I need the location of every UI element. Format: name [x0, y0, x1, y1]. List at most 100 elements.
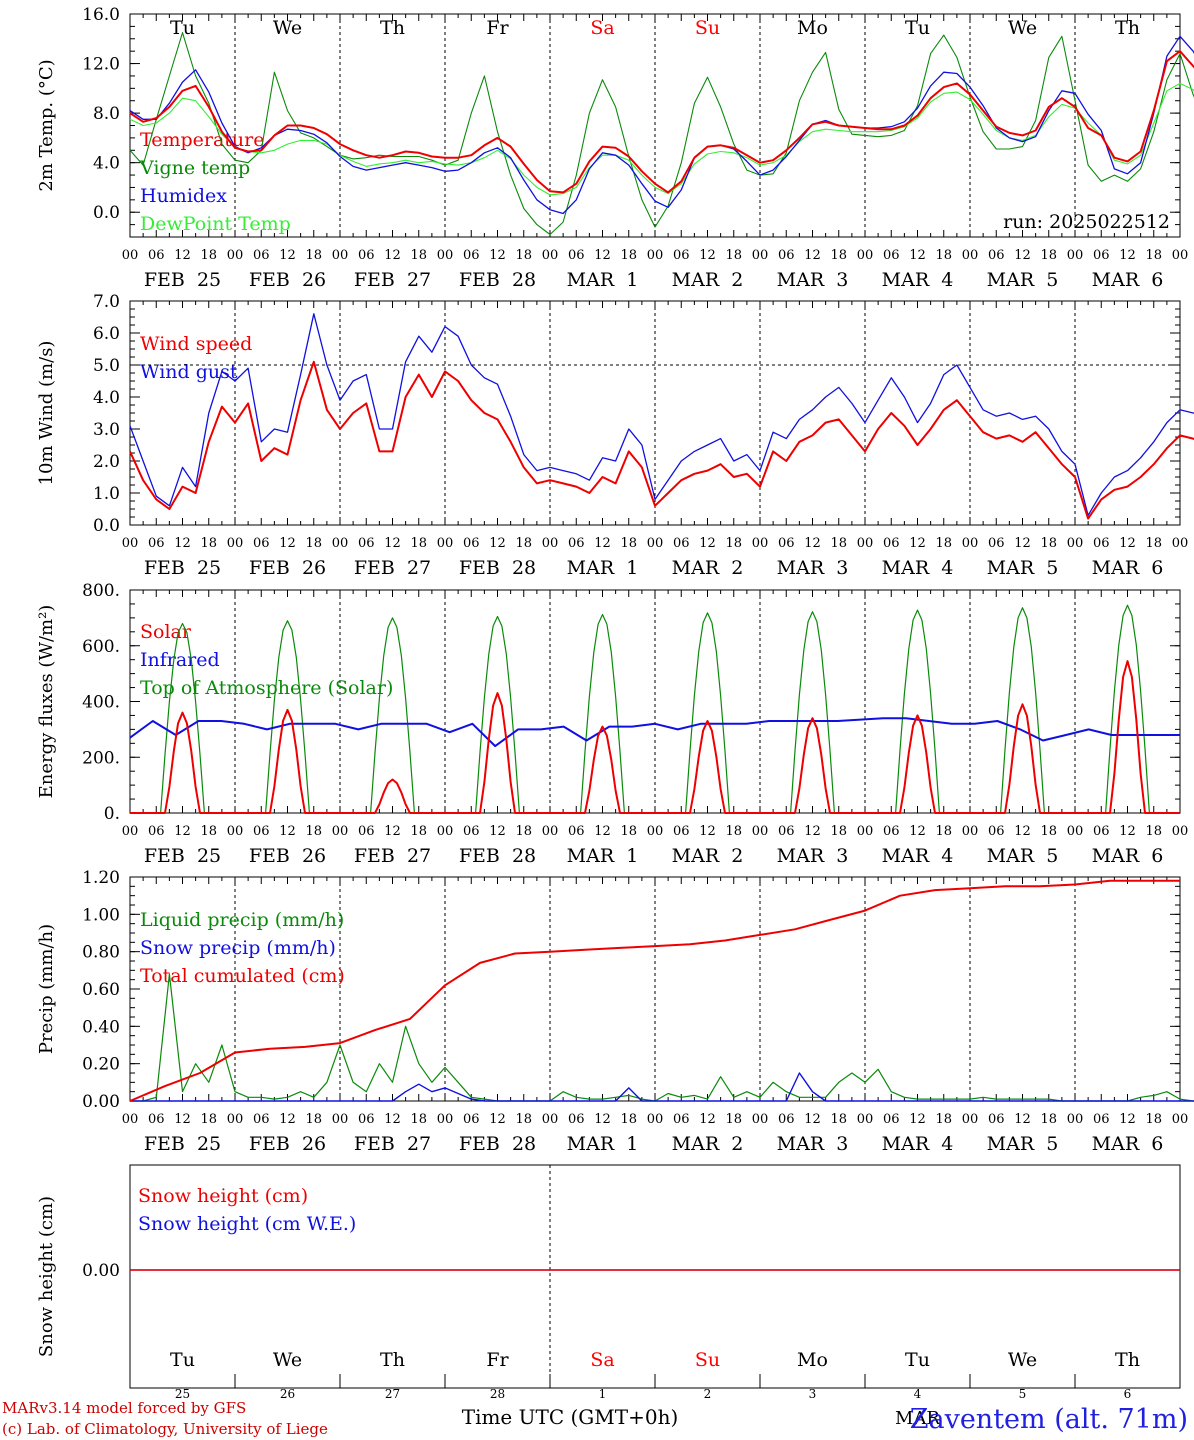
date-label: MAR 3 [777, 1133, 849, 1155]
y-tick-label: 4.0 [93, 388, 120, 408]
y-tick-label: 0.80 [82, 943, 120, 963]
y-tick-label: 0. [104, 804, 120, 824]
date-label: FEB 28 [459, 269, 536, 291]
date-label: FEB 25 [144, 845, 221, 867]
date-label: MAR 5 [987, 269, 1059, 291]
weekday-label: We [1008, 1349, 1037, 1371]
weekday-label: Su [695, 1349, 720, 1371]
hour-tick-label: 00 [122, 824, 139, 839]
hour-tick-label: 12 [804, 248, 821, 263]
weekday-label: Th [380, 17, 405, 39]
y-tick-label: 1.0 [93, 484, 120, 504]
plot-frame [129, 589, 1181, 814]
date-label: FEB 26 [249, 557, 326, 579]
weekday-label: We [273, 1349, 302, 1371]
legend-entry: Top of Atmosphere (Solar) [140, 677, 393, 699]
hour-tick-label: 12 [279, 824, 296, 839]
hour-tick-label: 12 [699, 1112, 716, 1127]
weekday-label: Mo [797, 1349, 828, 1371]
y-axis-label: 2m Temp. (°C) [36, 59, 57, 191]
hour-tick-label: 00 [752, 1112, 769, 1127]
day-number-label: 28 [490, 1387, 505, 1401]
day-number-label: 4 [914, 1387, 922, 1401]
temperature-panel: 00 06 12 18 00 06 12 18 00 06 12 18 00 06 12 18 00 06 12 18… [36, 5, 1194, 291]
hour-tick-label: 00 [227, 1112, 244, 1127]
hour-tick-label: 12 [384, 248, 401, 263]
y-tick-label: 2.0 [93, 452, 120, 472]
hour-tick-label: 06 [673, 248, 690, 263]
date-label: MAR 5 [987, 557, 1059, 579]
date-label: MAR 6 [1092, 845, 1164, 867]
date-label: FEB 26 [249, 1133, 326, 1155]
hour-tick-label: 06 [778, 248, 795, 263]
hour-tick-label: 06 [463, 824, 480, 839]
hour-tick-label: 00 [227, 536, 244, 551]
hour-tick-label: 12 [279, 1112, 296, 1127]
hour-tick-label: 06 [673, 536, 690, 551]
hour-tick-label: 06 [988, 824, 1005, 839]
date-label: MAR 2 [672, 1133, 744, 1155]
weekday-label: Tu [170, 17, 195, 39]
hour-tick-label: 12 [909, 248, 926, 263]
hour-tick-label: 12 [594, 536, 611, 551]
hour-tick-label: 12 [1014, 248, 1031, 263]
hour-tick-label: 00 [1067, 536, 1084, 551]
hour-tick-label: 12 [1014, 824, 1031, 839]
date-label: FEB 25 [144, 269, 221, 291]
hour-tick-label: 12 [699, 824, 716, 839]
hour-tick-label: 00 [857, 536, 874, 551]
legend-entry: Liquid precip (mm/h) [140, 909, 344, 931]
hour-tick-label: 12 [489, 1112, 506, 1127]
hour-tick-label: 12 [279, 248, 296, 263]
hour-tick-label: 06 [1093, 536, 1110, 551]
hour-tick-label: 00 [1067, 824, 1084, 839]
weekday-label: Th [1115, 17, 1140, 39]
hour-tick-label: 18 [410, 1112, 427, 1127]
hour-tick-label: 18 [200, 248, 217, 263]
hour-tick-label: 00 [437, 248, 454, 263]
date-label: FEB 26 [249, 845, 326, 867]
date-label: MAR 3 [777, 845, 849, 867]
y-tick-label: 1.20 [82, 868, 120, 888]
date-label: MAR 6 [1092, 269, 1164, 291]
weekday-label: Mo [797, 17, 828, 39]
date-label: FEB 27 [354, 1133, 431, 1155]
hour-tick-label: 06 [253, 1112, 270, 1127]
hour-tick-label: 18 [515, 1112, 532, 1127]
hour-tick-label: 18 [410, 248, 427, 263]
hour-tick-label: 18 [935, 824, 952, 839]
hour-tick-label: 12 [384, 536, 401, 551]
hour-tick-label: 18 [1145, 1112, 1162, 1127]
precip-panel: 00 06 12 18 00 06 12 18 00 06 12 18 00 06 12 18 00 06 12 18… [36, 868, 1194, 1155]
hour-tick-label: 00 [962, 536, 979, 551]
y-tick-label: 5.0 [93, 356, 120, 376]
hour-tick-label: 12 [174, 536, 191, 551]
hour-tick-label: 00 [437, 536, 454, 551]
series-line-vigne-temp [129, 32, 1194, 236]
hour-tick-label: 06 [358, 248, 375, 263]
y-axis-label: Snow height (cm) [36, 1196, 57, 1357]
weekday-label: Fr [486, 17, 509, 39]
hour-tick-label: 12 [1014, 1112, 1031, 1127]
date-label: MAR 3 [777, 269, 849, 291]
hour-tick-label: 00 [1172, 824, 1189, 839]
hour-tick-label: 18 [1145, 536, 1162, 551]
hour-tick-label: 06 [673, 1112, 690, 1127]
hour-tick-label: 06 [358, 1112, 375, 1127]
y-tick-label: 3.0 [93, 420, 120, 440]
hour-tick-label: 00 [332, 824, 349, 839]
date-label: MAR 4 [882, 269, 954, 291]
y-tick-label: 7.0 [93, 292, 120, 312]
hour-tick-label: 18 [1145, 248, 1162, 263]
hour-tick-label: 00 [122, 1112, 139, 1127]
y-tick-label: 800. [82, 581, 120, 601]
hour-tick-label: 18 [1145, 824, 1162, 839]
date-label: FEB 26 [249, 269, 326, 291]
day-number-label: 26 [280, 1387, 295, 1401]
hour-tick-label: 18 [1040, 1112, 1057, 1127]
legend-entry: Total cumulated (cm) [140, 965, 345, 987]
hour-tick-label: 18 [830, 824, 847, 839]
date-label: MAR 3 [777, 557, 849, 579]
day-number-label: 27 [385, 1387, 400, 1401]
x-axis-label: Time UTC (GMT+0h) [462, 1405, 679, 1429]
